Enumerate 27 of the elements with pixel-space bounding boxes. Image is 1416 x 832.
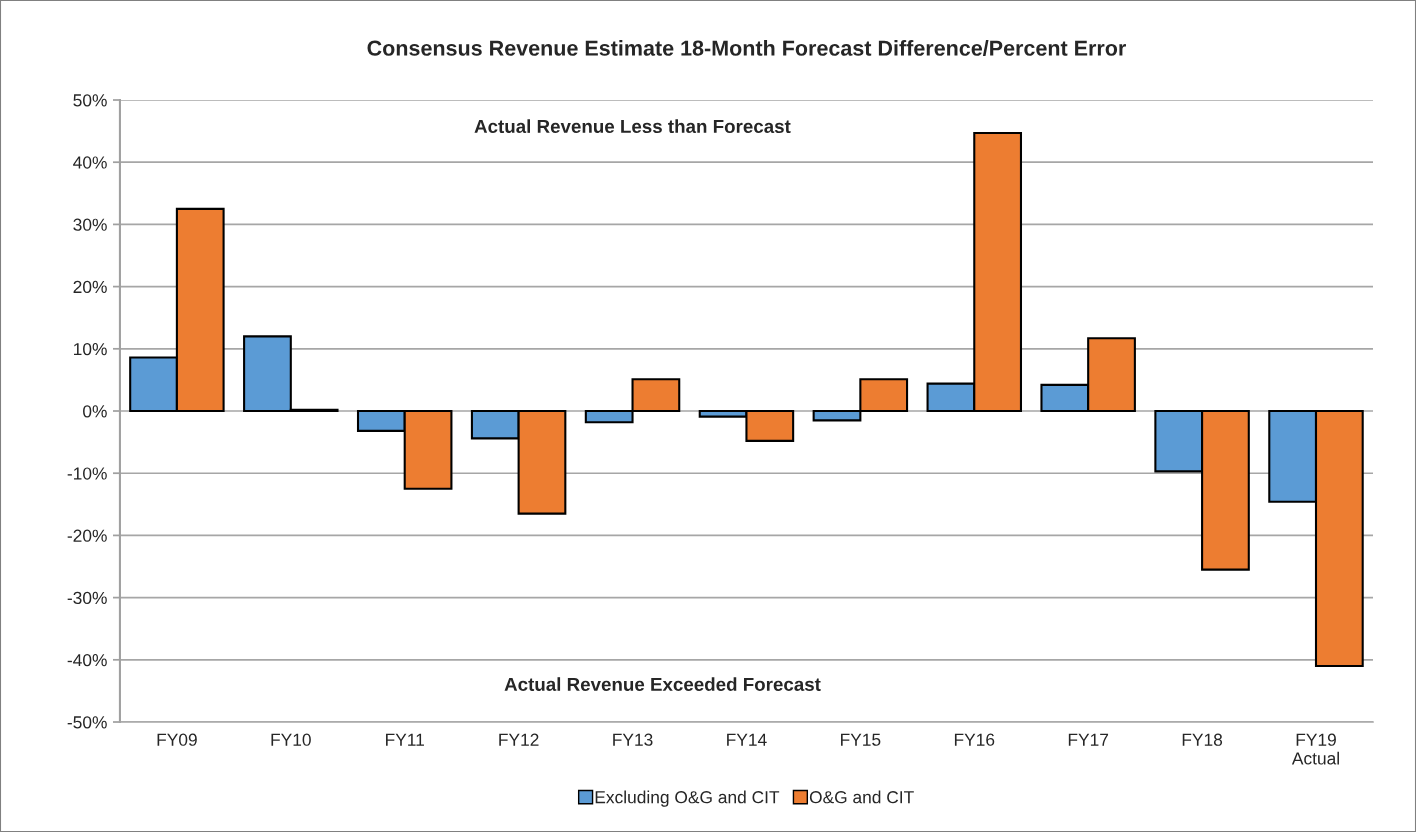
x-tick-label: FY15: [841, 733, 881, 746]
x-tick-label: FY19 Actual: [1291, 733, 1339, 765]
y-tick-label: 40%: [73, 156, 107, 169]
x-tick-label: FY12: [499, 733, 539, 746]
y-tick-label: 30%: [73, 218, 107, 231]
y-tick-label: -40%: [67, 653, 107, 667]
legend-label: Excluding O&G and CIT: [595, 790, 780, 807]
x-tick-label: FY17: [1068, 733, 1109, 746]
x-tick-label: FY14: [727, 733, 767, 746]
annotation: Actual Revenue Exceeded Forecast: [504, 677, 821, 691]
annotation: Actual Revenue Less than Forecast: [474, 119, 791, 134]
y-tick-label: 0%: [83, 405, 107, 418]
y-tick-label: -20%: [67, 529, 107, 542]
x-tick-label: FY11: [386, 733, 424, 746]
x-tick-label: FY09: [157, 733, 197, 746]
legend-label: O&G and CIT: [809, 790, 914, 804]
x-tick-label: FY10: [271, 733, 311, 746]
y-tick-label: 50%: [73, 94, 107, 107]
x-tick-label: FY18: [1182, 733, 1223, 746]
y-tick-label: 20%: [73, 280, 107, 294]
y-tick-label: -30%: [67, 591, 107, 605]
x-tick-label: FY16: [954, 733, 995, 746]
y-tick-label: 10%: [74, 342, 107, 356]
y-tick-label: -50%: [67, 716, 107, 729]
y-tick-label: -10%: [67, 467, 107, 480]
x-tick-label: FY13: [613, 733, 653, 746]
chart-title: Consensus Revenue Estimate 18-Month Forecast Difference/Percent Error: [367, 39, 1126, 56]
